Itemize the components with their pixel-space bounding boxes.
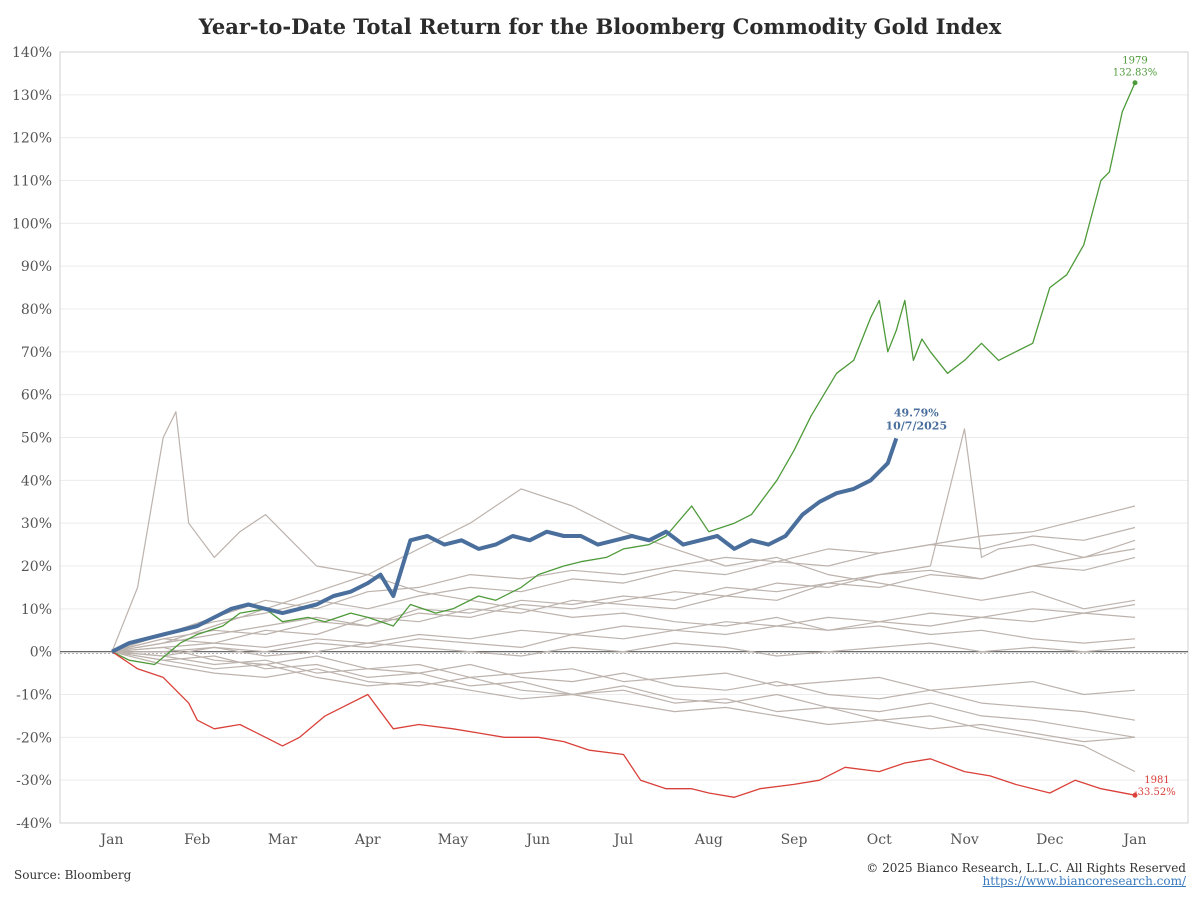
plot-frame (59, 51, 1189, 824)
series-line-other-g (111, 651, 1136, 773)
current-value-label: 49.79% (894, 406, 939, 419)
series-line-other-o (111, 612, 1136, 657)
x-tick-label: Aug (694, 832, 723, 848)
y-tick-label: 130% (12, 88, 52, 104)
grid-layer (60, 51, 1188, 824)
x-tick-label: Jul (612, 832, 634, 848)
x-tick-label: Apr (354, 832, 381, 848)
current-date-label: 10/7/2025 (885, 419, 947, 432)
series-layer (111, 82, 1136, 798)
series-line-2025 (111, 437, 899, 654)
y-tick-label: -20% (16, 730, 52, 746)
x-tick-label: Jan (99, 832, 124, 848)
worst-value-label: -33.52% (1134, 787, 1176, 798)
y-tick-label: 10% (21, 602, 52, 618)
chart-title: Year-to-Date Total Return for the Bloomb… (198, 14, 1002, 39)
worst-endpoint (1132, 792, 1138, 798)
axis-layer: 140% 130% 120% 110% 100% 90% 80% 70% 60% 50% 40% 30… (12, 45, 1189, 848)
x-tick-label: Sep (781, 832, 808, 848)
series-line-other-c (111, 411, 1136, 652)
series-line-1979 (111, 82, 1136, 666)
y-tick-label: 100% (12, 216, 52, 232)
y-tick-label: 90% (21, 259, 52, 275)
x-tick-label: Dec (1036, 832, 1064, 848)
series-line-other-b (111, 651, 1136, 738)
series-line-other-h (111, 488, 1136, 653)
series-line-1981 (111, 651, 1136, 798)
x-tick-label: Jan (1122, 832, 1147, 848)
y-tick-label: 110% (12, 174, 52, 190)
series-line-other-e (111, 646, 1136, 721)
y-tick-label: 140% (12, 45, 52, 61)
y-tick-label: 60% (21, 388, 52, 404)
series-line-other-k (111, 556, 1136, 653)
series-line-other-f (111, 548, 1136, 653)
y-tick-label: 40% (21, 473, 52, 489)
series-line-other-l (111, 651, 1136, 743)
copyright-note: © 2025 Bianco Research, L.L.C. All Right… (866, 861, 1186, 875)
source-note: Source: Bloomberg (14, 868, 132, 882)
y-tick-label: 0% (30, 645, 52, 661)
y-tick-label: 20% (21, 559, 52, 575)
x-tick-label: Mar (268, 832, 298, 848)
series-line-other-i (111, 603, 1136, 653)
x-tick-label: Nov (950, 832, 979, 848)
worst-year-label: 1981 (1144, 775, 1169, 786)
y-tick-label: 70% (21, 345, 52, 361)
y-tick-label: 80% (21, 302, 52, 318)
series-line-other-d (111, 428, 1136, 653)
x-tick-label: Jun (524, 832, 550, 848)
x-tick-label: May (438, 832, 469, 848)
x-tick-label: Oct (867, 832, 892, 848)
series-line-other-j (111, 651, 1136, 696)
series-line-other-m (112, 642, 1136, 657)
best-year-label: 1979 (1122, 56, 1147, 67)
y-tick-label: -30% (16, 773, 52, 789)
y-tick-label: -10% (16, 688, 52, 704)
y-tick-label: 120% (12, 131, 52, 147)
y-tick-label: -40% (16, 816, 52, 832)
y-tick-label: 50% (21, 431, 52, 447)
best-value-label: 132.83% (1113, 68, 1158, 79)
series-line-other-n (111, 526, 1136, 653)
x-tick-label: Feb (184, 832, 210, 848)
best-endpoint (1132, 80, 1138, 86)
y-tick-label: 30% (21, 516, 52, 532)
website-link[interactable]: https://www.biancoresearch.com/ (982, 874, 1186, 888)
